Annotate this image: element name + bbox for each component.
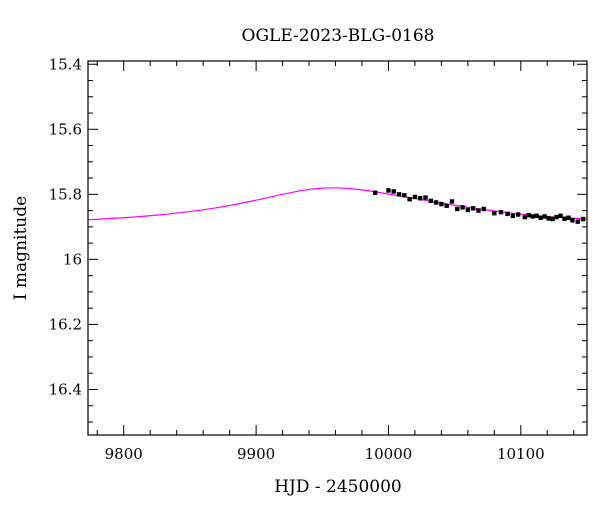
data-point	[558, 213, 563, 219]
data-point	[575, 219, 580, 224]
data-point	[534, 213, 539, 219]
point-marker	[412, 194, 418, 200]
point-marker	[505, 211, 510, 217]
point-marker	[449, 199, 455, 204]
y-tick-label: 16	[63, 250, 82, 268]
data-point	[407, 197, 412, 202]
point-marker	[476, 208, 481, 213]
data-point	[526, 212, 531, 218]
data-point	[449, 199, 455, 204]
y-axis: 15.4 15.6 15.8 16 16.2 16.4	[49, 55, 587, 423]
point-marker	[402, 193, 407, 198]
x-tick-label: 10000	[365, 445, 413, 463]
point-marker	[580, 216, 586, 222]
point-marker	[534, 213, 539, 219]
x-axis-label: HJD - 2450000	[274, 477, 402, 497]
point-marker	[542, 214, 547, 219]
data-point	[522, 214, 527, 220]
y-tick-label: 15.4	[49, 55, 82, 73]
point-marker	[538, 215, 543, 220]
point-marker	[460, 205, 465, 210]
data-point	[505, 211, 510, 217]
x-tick-label: 9800	[105, 445, 143, 463]
data-point	[465, 207, 471, 213]
point-marker	[418, 196, 423, 201]
y-tick-label: 15.8	[49, 185, 82, 203]
point-marker	[444, 203, 449, 208]
model-curve	[88, 187, 587, 221]
point-marker	[554, 214, 559, 220]
data-point	[542, 214, 547, 219]
data-point	[550, 216, 555, 222]
point-marker	[515, 212, 521, 217]
point-marker	[526, 212, 531, 218]
data-point	[538, 215, 543, 220]
data-point	[515, 212, 521, 217]
plot-frame	[87, 60, 588, 436]
data-point	[562, 216, 567, 221]
data-point	[428, 198, 434, 204]
plot-area	[88, 187, 587, 224]
point-marker	[428, 198, 434, 204]
x-tick-label: 10100	[497, 445, 545, 463]
point-marker	[439, 201, 444, 207]
data-point	[498, 210, 504, 215]
data-point	[580, 216, 586, 222]
point-marker	[396, 192, 402, 197]
point-marker	[522, 214, 527, 220]
data-point	[492, 211, 497, 216]
point-marker	[570, 218, 575, 223]
point-marker	[498, 210, 504, 215]
x-tick-label: 9900	[237, 445, 275, 463]
data-point	[433, 200, 439, 205]
data-point	[481, 206, 486, 212]
data-point	[455, 206, 460, 212]
point-marker	[558, 213, 563, 219]
data-point	[412, 194, 418, 200]
point-marker	[465, 207, 471, 213]
data-point	[402, 193, 407, 198]
data-point	[373, 190, 378, 195]
data-point	[396, 192, 402, 197]
y-axis-label: I magnitude	[11, 196, 31, 300]
data-point	[530, 214, 535, 219]
point-marker	[481, 206, 486, 212]
point-marker	[510, 213, 516, 219]
data-point	[423, 195, 428, 200]
point-marker	[407, 197, 412, 202]
point-marker	[550, 216, 555, 222]
data-point	[386, 188, 391, 193]
data-point	[439, 201, 444, 207]
y-tick-label: 16.2	[49, 315, 82, 333]
point-marker	[386, 188, 391, 193]
data-point	[391, 189, 396, 194]
x-axis: 9800 9900 10000 10100	[96, 61, 575, 463]
point-marker	[455, 206, 460, 212]
data-point	[460, 205, 465, 210]
data-point	[566, 215, 571, 220]
data-point	[510, 213, 516, 219]
data-point	[444, 203, 449, 208]
y-tick-label: 15.6	[49, 120, 82, 138]
point-marker	[373, 190, 378, 195]
data-point	[554, 214, 559, 220]
point-marker	[575, 219, 580, 224]
point-marker	[423, 195, 428, 200]
point-marker	[391, 189, 396, 194]
point-marker	[566, 215, 571, 220]
data-point	[546, 216, 551, 221]
point-marker	[433, 200, 439, 205]
y-tick-label: 16.4	[49, 380, 82, 398]
data-point	[418, 196, 423, 201]
point-marker	[530, 214, 535, 219]
point-marker	[492, 211, 497, 216]
data-point	[470, 206, 476, 211]
data-point	[570, 218, 575, 223]
point-marker	[546, 216, 551, 221]
data-point	[476, 208, 481, 213]
point-marker	[562, 216, 567, 221]
chart-title: OGLE-2023-BLG-0168	[242, 26, 435, 46]
point-marker	[470, 206, 476, 211]
